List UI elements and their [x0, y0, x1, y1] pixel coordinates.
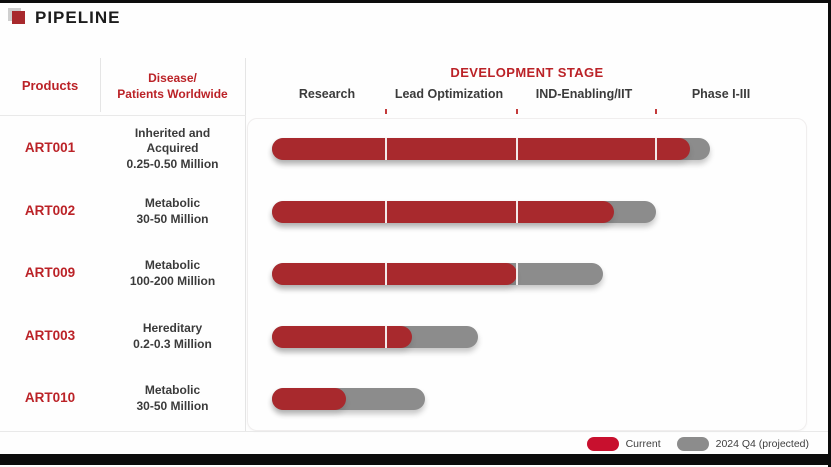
stage-divider [516, 201, 518, 223]
stage-label-phase-i-iii: Phase I-III [691, 87, 751, 101]
disease-cell-art009: Metabolic 100-200 Million [100, 248, 245, 300]
current-bar-art010 [272, 388, 347, 410]
disease-line: Hereditary [142, 321, 203, 336]
current-bar-art001 [272, 138, 690, 160]
stage-label-research: Research [298, 87, 356, 101]
column-header-disease: Disease/ Patients Worldwide [100, 71, 245, 102]
current-bar-art009 [272, 263, 517, 285]
legend-item-projected: 2024 Q4 (projected) [676, 437, 809, 451]
stage-divider [516, 138, 518, 160]
disease-line: 30-50 Million [136, 212, 209, 226]
legend-projected-swatch [676, 437, 709, 451]
legend-item-current: Current [586, 437, 661, 451]
column-header-products: Products [21, 78, 79, 93]
disease-line: Metabolic [144, 196, 201, 211]
stage-divider [385, 326, 387, 348]
current-bar-art003 [272, 326, 413, 348]
footer-divider [0, 431, 828, 432]
column-divider-1 [100, 58, 101, 112]
header-underline [0, 115, 246, 116]
column-header-disease-line2: Patients Worldwide [117, 86, 228, 101]
product-label-art009: ART009 [24, 265, 76, 280]
disease-line: Metabolic [144, 258, 201, 273]
bottom-border [0, 454, 831, 465]
stage-label-ind-enabling: IND-Enabling/IIT [535, 87, 633, 101]
stage-divider [516, 263, 518, 285]
stage-divider [385, 201, 387, 223]
product-label-art001: ART001 [24, 140, 76, 155]
column-divider-2 [245, 58, 246, 431]
disease-cell-art010: Metabolic 30-50 Million [100, 373, 245, 425]
legend-projected-label: 2024 Q4 (projected) [715, 438, 809, 450]
chart-area-card [247, 118, 807, 431]
disease-line: 0.2-0.3 Million [133, 337, 212, 351]
disease-cell-art002: Metabolic 30-50 Million [100, 186, 245, 238]
stage-tick [516, 109, 518, 114]
development-stage-header: DEVELOPMENT STAGE [450, 65, 604, 80]
disease-line: 30-50 Million [136, 399, 209, 413]
disease-line: Metabolic [144, 383, 201, 398]
stage-label-lead-optimization: Lead Optimization [394, 87, 504, 101]
page-title: PIPELINE [35, 8, 121, 27]
column-header-disease-line1: Disease/ [148, 71, 197, 85]
legend-current-swatch [586, 437, 619, 451]
legend-current-label: Current [625, 438, 661, 450]
disease-cell-art001: Inherited and Acquired 0.25-0.50 Million [100, 123, 245, 175]
product-label-art003: ART003 [24, 328, 76, 343]
stage-divider [655, 138, 657, 160]
stage-tick [655, 109, 657, 114]
disease-line: 100-200 Million [129, 274, 216, 288]
stage-divider [385, 263, 387, 285]
right-border [828, 0, 831, 467]
legend: Current 2024 Q4 (projected) [586, 437, 809, 451]
stage-divider [385, 138, 387, 160]
disease-line: Inherited and [134, 125, 211, 140]
title-bullet-icon [12, 11, 25, 24]
disease-cell-art003: Hereditary 0.2-0.3 Million [100, 311, 245, 363]
stage-tick [385, 109, 387, 114]
disease-line: 0.25-0.50 Million [126, 156, 219, 171]
current-bar-art002 [272, 201, 615, 223]
product-label-art010: ART010 [24, 390, 76, 405]
disease-line: Acquired [146, 141, 199, 156]
product-label-art002: ART002 [24, 203, 76, 218]
top-border [0, 0, 831, 3]
